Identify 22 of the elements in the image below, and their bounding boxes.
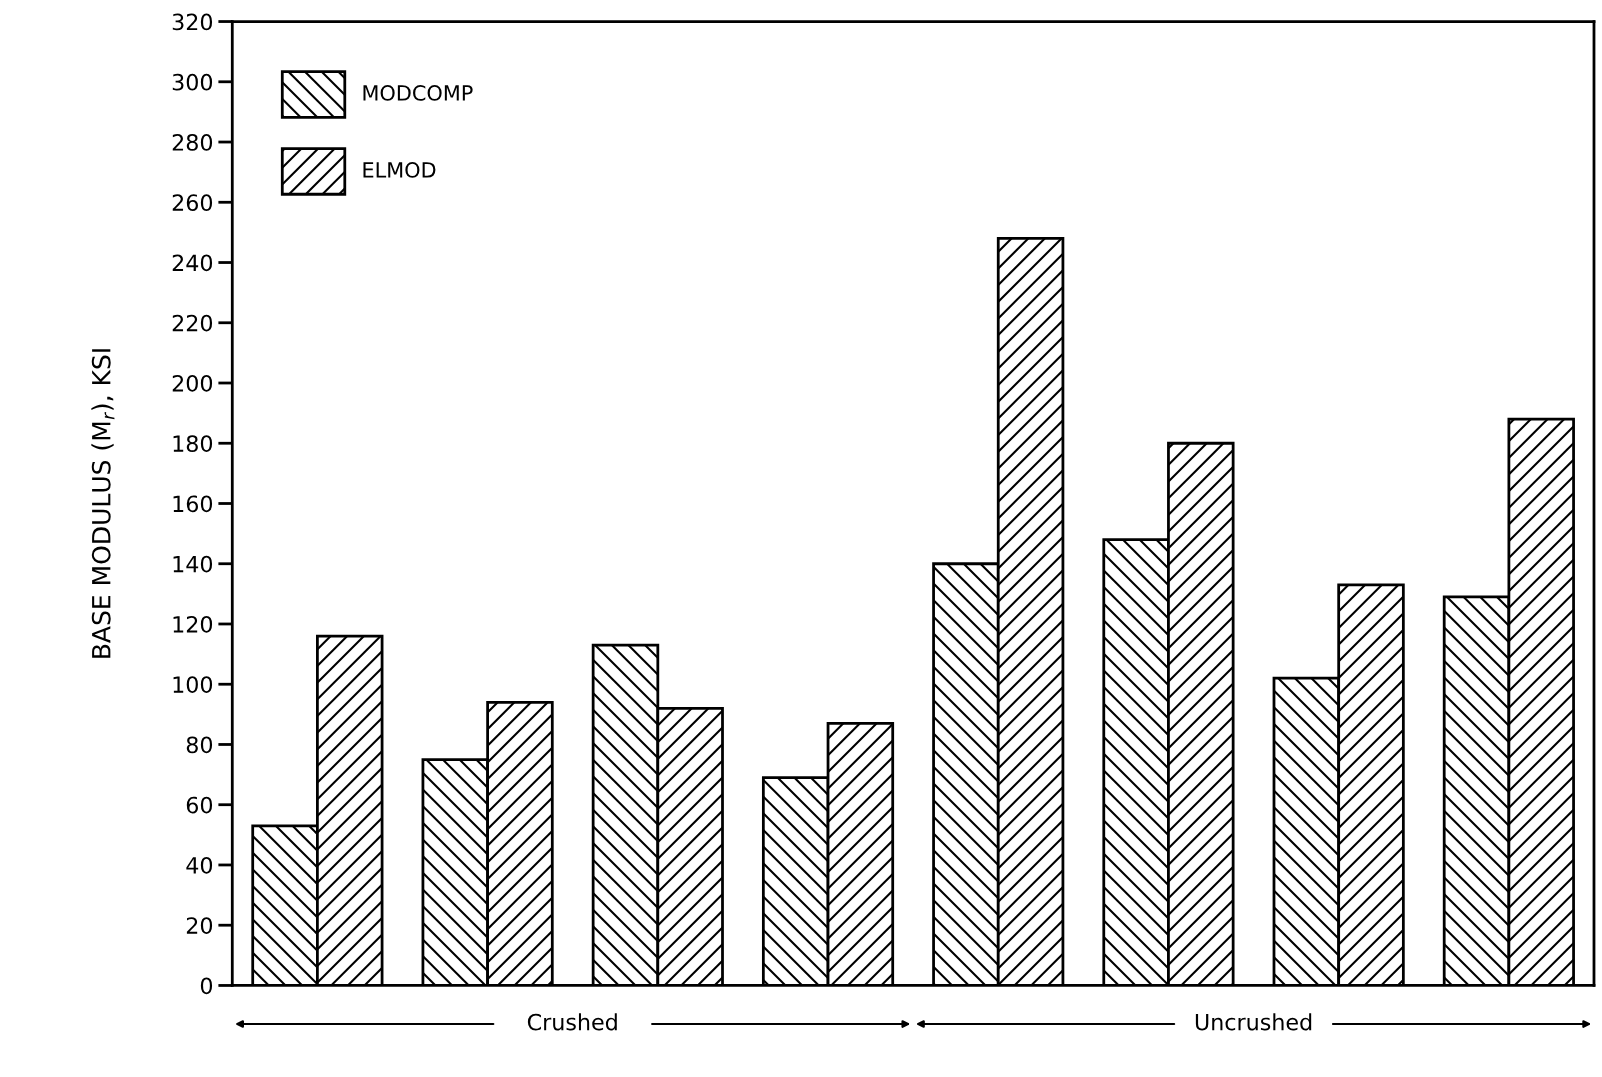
legend-label: MODCOMP — [363, 85, 473, 101]
y-axis-title: BASE MODULUS (M$_{r}$), KSI — [91, 349, 115, 658]
y-tick-label: 220 — [172, 314, 213, 332]
y-tick-label: 60 — [186, 796, 213, 814]
y-tick-label: 240 — [172, 254, 213, 272]
y-tick-label: 300 — [172, 73, 213, 91]
y-tick-label: 160 — [173, 495, 213, 513]
y-tick-label: 40 — [186, 856, 213, 874]
y-tick-label: 100 — [173, 676, 213, 693]
y-tick-label: 120 — [173, 615, 213, 633]
text: Uncrushed — [1195, 1013, 1312, 1031]
y-tick-label: 140 — [173, 555, 213, 573]
legend-label: ELMOD — [363, 162, 436, 178]
y-tick-label: 0 — [200, 977, 213, 995]
y-tick-label: 180 — [173, 435, 213, 453]
y-tick-label: 80 — [186, 736, 213, 754]
y-tick-label: 20 — [186, 917, 213, 934]
text: Crushed — [527, 1013, 617, 1031]
y-tick-label: 260 — [172, 194, 213, 212]
y-tick-label: 200 — [172, 374, 213, 392]
y-tick-label: 280 — [172, 133, 213, 151]
y-tick-label: 320 — [172, 13, 213, 31]
